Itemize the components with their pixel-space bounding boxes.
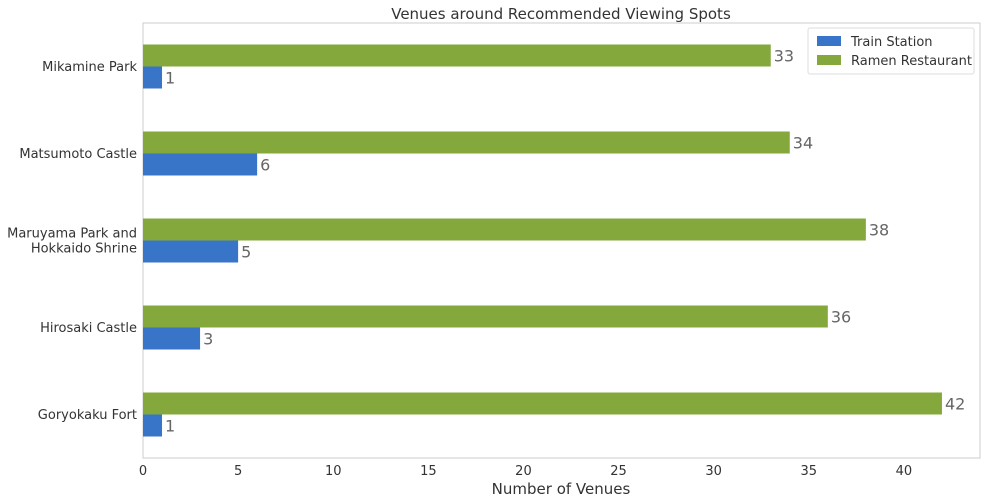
x-tick-label: 0 [139,464,147,479]
data-label: 6 [260,156,270,175]
y-tick-label: Matsumoto Castle [19,147,137,162]
y-tick-label-line: Goryokaku Fort [38,408,137,423]
x-tick-label: 30 [705,464,722,479]
bar-ramen-restaurant [143,305,828,328]
bar-ramen-restaurant [143,44,771,67]
y-tick-label: Mikamine Park [42,60,137,75]
bar-train-station [143,414,163,437]
legend-swatch [817,36,841,46]
data-label: 33 [774,47,794,66]
bar-ramen-restaurant [143,218,866,241]
data-label: 3 [203,330,213,349]
x-tick-label: 20 [515,464,532,479]
y-tick-label: Hirosaki Castle [40,321,137,336]
y-tick-label-line: Hirosaki Castle [40,321,137,336]
y-tick-label-line: Matsumoto Castle [19,147,137,162]
bar-ramen-restaurant [143,392,942,415]
bar-train-station [143,327,201,350]
legend-label: Ramen Restaurant [851,54,972,69]
legend: Train Station Ramen Restaurant [807,27,975,75]
data-label: 1 [165,417,175,436]
x-tick-label: 35 [801,464,818,479]
bar-train-station [143,66,163,89]
bar-train-station [143,153,258,176]
x-axis-label: Number of Venues [492,480,631,498]
data-label: 5 [241,243,251,262]
legend-box [807,27,975,75]
y-tick-label-line: Maruyama Park and [7,227,137,242]
data-label: 1 [165,69,175,88]
chart-title: Venues around Recommended Viewing Spots [391,5,731,23]
data-label: 34 [793,134,813,153]
data-label: 42 [945,395,965,414]
bar-ramen-restaurant [143,131,790,154]
data-label: 38 [869,221,889,240]
y-tick-label-line: Hokkaido Shrine [31,242,137,257]
x-tick-label: 25 [610,464,627,479]
x-tick-label: 10 [325,464,342,479]
x-tick-label: 40 [896,464,913,479]
y-tick-label: Maruyama Park and Hokkaido Shrine [7,227,137,257]
data-label: 36 [831,308,851,327]
x-tick-label: 5 [234,464,242,479]
bar-train-station [143,240,239,263]
y-tick-label-line: Mikamine Park [42,60,137,75]
legend-swatch [817,55,841,65]
legend-label: Train Station [850,35,933,50]
y-tick-label: Goryokaku Fort [38,408,137,423]
x-tick-label: 15 [420,464,437,479]
